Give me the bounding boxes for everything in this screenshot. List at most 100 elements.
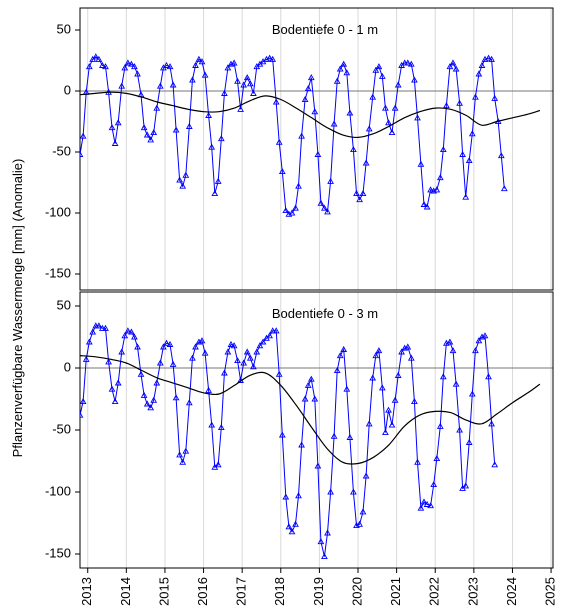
data-point [82, 355, 90, 362]
data-point [272, 98, 280, 105]
data-point [478, 61, 486, 68]
data-point [208, 143, 216, 150]
data-point [99, 61, 106, 68]
data-point [343, 69, 351, 76]
data-point [356, 196, 363, 203]
data-point [407, 60, 415, 67]
data-point [169, 81, 177, 88]
data-point [163, 61, 170, 68]
y-tick-label: -100 [45, 204, 71, 219]
data-point [414, 458, 421, 465]
data-point [124, 59, 132, 66]
data-point [346, 109, 354, 116]
data-point [423, 500, 431, 507]
data-point [327, 488, 334, 495]
data-point [411, 397, 418, 405]
data-point [378, 384, 386, 391]
data-point [227, 340, 235, 347]
data-point [365, 125, 373, 132]
data-point [140, 124, 148, 131]
data-point [465, 156, 473, 164]
x-tick-label: 2023 [465, 577, 480, 606]
data-point [201, 349, 209, 356]
data-point [185, 122, 193, 129]
data-point [179, 182, 187, 189]
data-point [137, 370, 145, 377]
data-point [404, 343, 412, 350]
data-point [488, 420, 495, 427]
data-point [336, 65, 344, 72]
data-point [362, 472, 370, 479]
data-point [140, 391, 148, 398]
data-point [95, 55, 103, 62]
data-point [166, 340, 174, 347]
x-tick-label: 2013 [79, 577, 94, 606]
data-point [169, 360, 177, 367]
data-point [317, 199, 325, 206]
data-point [150, 396, 158, 403]
data-point [436, 422, 444, 429]
data-point [172, 394, 180, 401]
data-point [237, 105, 244, 112]
data-point [398, 348, 405, 355]
monthly-line [80, 325, 496, 557]
data-point [388, 128, 396, 136]
x-tick-label: 2018 [272, 577, 287, 606]
data-point [256, 342, 264, 349]
x-tick-label: 2025 [543, 577, 558, 606]
data-point [192, 343, 199, 350]
panel-title: Bodentiefe 0 - 3 m [272, 306, 378, 321]
data-point [211, 189, 219, 197]
data-point [468, 130, 476, 137]
data-point [346, 433, 354, 440]
data-point [462, 482, 470, 489]
data-point [80, 397, 87, 405]
data-point [439, 373, 447, 380]
data-point [414, 114, 421, 121]
data-point [324, 208, 331, 215]
x-tick-label: 2014 [118, 577, 133, 606]
data-point [118, 82, 126, 89]
data-point [128, 60, 135, 67]
data-point [369, 374, 377, 381]
data-point [314, 462, 322, 469]
x-tick-label: 2021 [388, 577, 403, 606]
data-point [189, 354, 196, 361]
data-point [114, 379, 122, 386]
x-tick-label: 2015 [156, 577, 171, 606]
data-point [221, 369, 228, 376]
data-point [475, 337, 483, 344]
data-point [176, 176, 183, 183]
data-point [472, 93, 479, 100]
data-point [172, 126, 180, 133]
data-point [404, 59, 412, 66]
x-axis: 2013 2014 2015 2016 2017 2018 2019 2020 2021 2022… [79, 568, 558, 606]
x-tick-label: 2017 [234, 577, 249, 606]
trend-line [80, 91, 541, 139]
data-point [468, 390, 476, 397]
trend-line [80, 355, 541, 465]
data-point [166, 63, 174, 70]
data-point [359, 189, 367, 197]
data-point [259, 338, 267, 345]
data-point [269, 327, 277, 334]
data-point [121, 64, 129, 71]
data-point [382, 104, 389, 111]
data-point [195, 55, 203, 62]
data-point [240, 359, 248, 366]
data-point [250, 363, 257, 370]
data-point [182, 447, 190, 454]
data-point [243, 348, 251, 355]
data-point [324, 529, 331, 536]
data-point [443, 102, 450, 109]
data-point [295, 492, 302, 499]
x-tick-label: 2022 [427, 577, 442, 606]
data-point [449, 59, 457, 66]
data-point [446, 338, 454, 345]
data-point [153, 379, 161, 386]
data-point [411, 76, 418, 83]
data-point [214, 461, 222, 468]
data-point [288, 528, 296, 535]
data-point [500, 185, 508, 192]
data-point [89, 328, 97, 335]
